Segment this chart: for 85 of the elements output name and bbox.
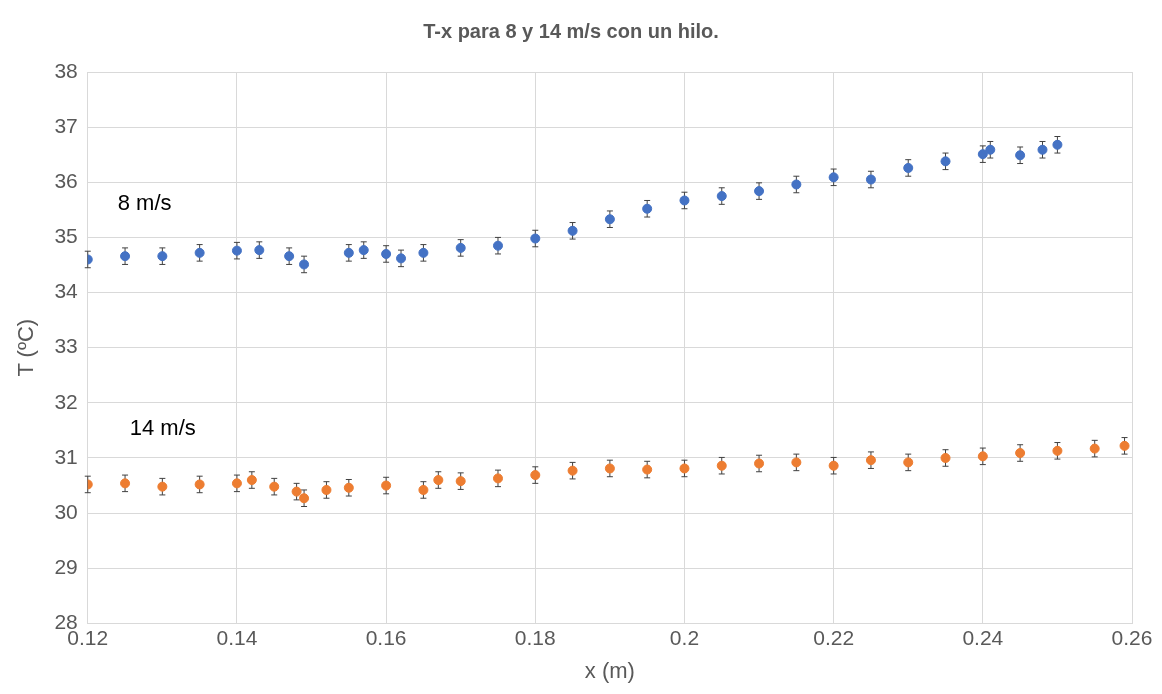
point xyxy=(567,225,578,236)
series-label: 14 m/s xyxy=(129,414,196,440)
point xyxy=(530,233,541,244)
point xyxy=(530,470,541,481)
point xyxy=(120,478,131,489)
y-tick-label: 35 xyxy=(54,224,78,248)
y-tick-label: 31 xyxy=(54,444,78,468)
point xyxy=(865,455,876,466)
point xyxy=(269,481,280,492)
y-axis-title: T (ºC) xyxy=(13,318,39,377)
point xyxy=(396,253,407,264)
point xyxy=(291,486,302,497)
x-tick-label: 0.14 xyxy=(216,625,258,649)
point xyxy=(493,240,503,251)
point xyxy=(231,478,242,489)
point xyxy=(679,195,690,206)
point xyxy=(321,484,332,495)
y-tick-label: 30 xyxy=(54,499,78,523)
point xyxy=(940,156,951,167)
point xyxy=(157,251,168,262)
point xyxy=(903,162,914,173)
point xyxy=(493,473,503,484)
point xyxy=(940,452,951,463)
y-tick-label: 38 xyxy=(54,58,78,82)
point xyxy=(358,245,369,256)
y-tick-label: 36 xyxy=(54,169,78,193)
point xyxy=(299,493,310,504)
point xyxy=(1119,440,1130,451)
point xyxy=(284,251,295,262)
y-tick-label: 34 xyxy=(54,279,79,303)
point xyxy=(791,179,802,190)
x-tick-label: 0.24 xyxy=(962,625,1004,649)
y-tick-label: 33 xyxy=(54,334,78,358)
point xyxy=(754,458,765,469)
point xyxy=(455,242,466,253)
point xyxy=(246,475,257,486)
point xyxy=(455,476,466,487)
point xyxy=(716,460,727,471)
series-label: 8 m/s xyxy=(117,189,172,215)
y-tick-label: 32 xyxy=(54,389,78,413)
x-tick-label: 0.2 xyxy=(669,625,700,649)
point xyxy=(679,463,690,474)
chart-title: T-x para 8 y 14 m/s con un hilo. xyxy=(423,19,719,42)
point xyxy=(985,144,996,155)
point xyxy=(567,465,578,476)
point xyxy=(1037,144,1048,155)
point xyxy=(381,248,392,259)
point xyxy=(604,214,615,225)
point xyxy=(977,149,988,160)
point xyxy=(903,457,914,468)
point xyxy=(381,480,392,491)
y-tick-label: 37 xyxy=(54,113,78,137)
point xyxy=(418,484,429,495)
point xyxy=(1089,443,1100,454)
x-tick-label: 0.26 xyxy=(1111,625,1153,649)
point xyxy=(791,457,802,468)
point xyxy=(604,463,615,474)
point xyxy=(231,245,242,256)
x-tick-label: 0.22 xyxy=(813,625,855,649)
x-tick-label: 0.18 xyxy=(514,625,556,649)
point xyxy=(716,191,727,202)
point xyxy=(433,475,444,486)
point xyxy=(642,203,653,214)
point xyxy=(1015,448,1026,459)
point xyxy=(754,186,765,197)
point xyxy=(343,247,354,258)
point xyxy=(977,451,988,462)
point xyxy=(343,482,354,493)
point xyxy=(1052,445,1063,456)
point xyxy=(194,247,205,258)
point xyxy=(865,174,876,185)
point xyxy=(254,245,265,256)
point xyxy=(1015,150,1026,161)
point xyxy=(157,481,168,492)
point xyxy=(194,479,205,490)
point xyxy=(1052,139,1063,150)
x-tick-label: 0.16 xyxy=(365,625,407,649)
point xyxy=(418,247,429,258)
point xyxy=(299,259,310,270)
point xyxy=(828,172,839,183)
point xyxy=(120,251,131,262)
x-axis-title: x (m) xyxy=(584,657,635,683)
point xyxy=(642,464,653,475)
point xyxy=(828,460,839,471)
y-tick-label: 29 xyxy=(54,555,78,579)
